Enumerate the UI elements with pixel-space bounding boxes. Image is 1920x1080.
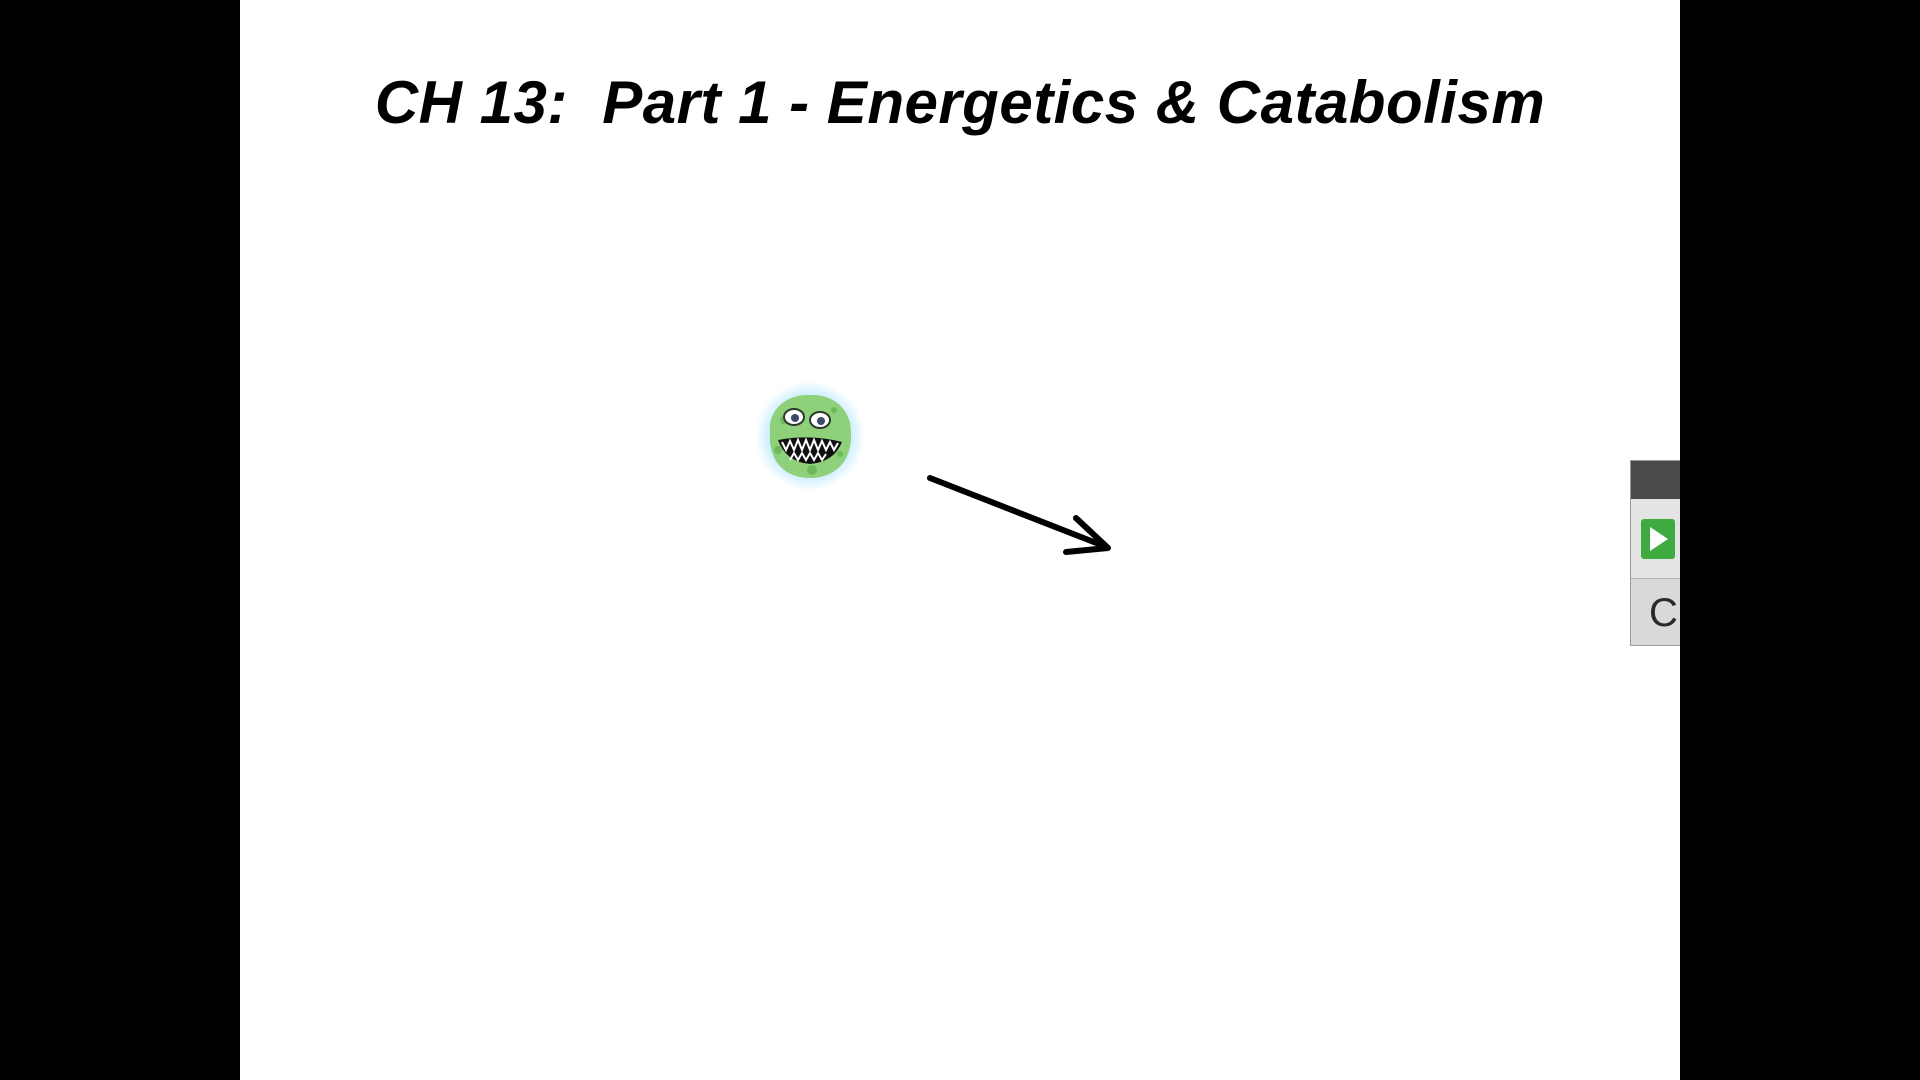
play-icon bbox=[1641, 519, 1675, 559]
arrow-right-down-icon bbox=[926, 468, 1116, 558]
slide-title: CH 13: Part 1 - Energetics & Catabolism bbox=[374, 69, 1546, 136]
presentation-slide: CH 13: Part 1 - Energetics & Catabolism bbox=[240, 0, 1680, 1080]
play-button[interactable] bbox=[1631, 499, 1680, 579]
green-microbe-icon bbox=[754, 380, 866, 492]
media-panel-label[interactable]: C bbox=[1649, 591, 1678, 635]
media-panel-header bbox=[1631, 461, 1680, 499]
media-control-panel: C bbox=[1630, 460, 1680, 646]
